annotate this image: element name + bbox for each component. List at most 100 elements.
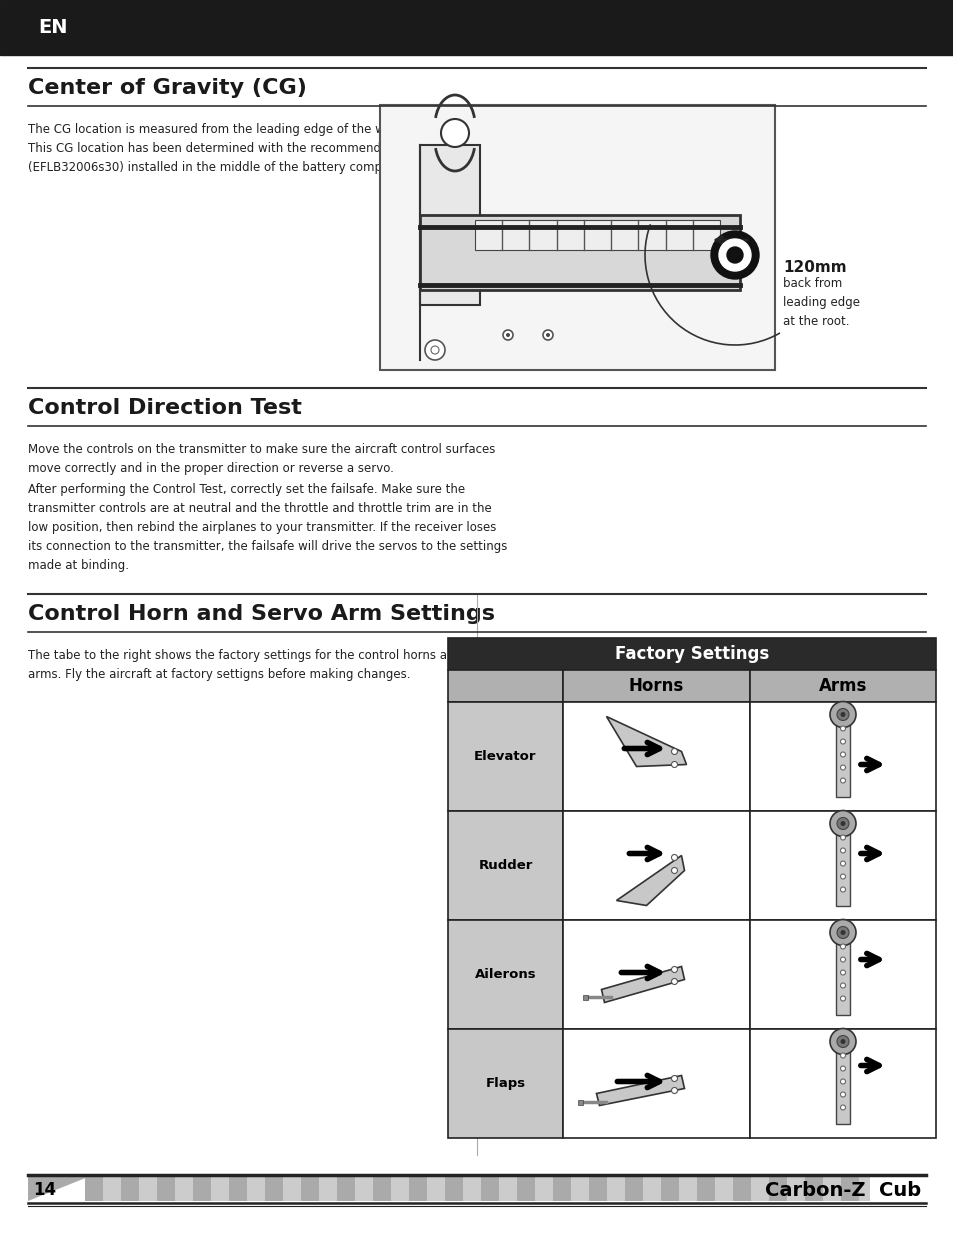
Circle shape bbox=[840, 1053, 844, 1058]
Circle shape bbox=[502, 330, 513, 340]
Bar bbox=[697, 1174, 714, 1200]
Bar bbox=[804, 1174, 822, 1200]
Circle shape bbox=[840, 835, 844, 840]
Bar bbox=[448, 920, 562, 1029]
Circle shape bbox=[840, 1079, 844, 1084]
Text: Center of Gravity (CG): Center of Gravity (CG) bbox=[28, 78, 307, 98]
Bar bbox=[750, 1174, 768, 1200]
Bar bbox=[749, 671, 935, 701]
Bar bbox=[318, 1174, 336, 1200]
Bar bbox=[462, 1174, 480, 1200]
Bar bbox=[265, 1174, 283, 1200]
Bar bbox=[749, 701, 935, 811]
Bar bbox=[624, 1174, 642, 1200]
Circle shape bbox=[431, 346, 438, 354]
Text: Horns: Horns bbox=[628, 677, 683, 695]
Bar bbox=[121, 1174, 139, 1200]
Text: 120mm: 120mm bbox=[782, 261, 845, 275]
Circle shape bbox=[671, 967, 677, 972]
Circle shape bbox=[840, 887, 844, 892]
Bar bbox=[448, 701, 562, 811]
Bar bbox=[448, 638, 935, 671]
Bar bbox=[139, 1174, 157, 1200]
Circle shape bbox=[829, 810, 855, 836]
Bar bbox=[562, 811, 749, 920]
Circle shape bbox=[840, 861, 844, 866]
Circle shape bbox=[840, 848, 844, 853]
Circle shape bbox=[840, 739, 844, 743]
Bar bbox=[562, 671, 749, 701]
Circle shape bbox=[440, 119, 469, 147]
Bar bbox=[749, 920, 935, 1029]
Text: Move the controls on the transmitter to make sure the aircraft control surfaces
: Move the controls on the transmitter to … bbox=[28, 443, 495, 475]
Bar bbox=[749, 811, 935, 920]
Circle shape bbox=[829, 1029, 855, 1055]
Bar bbox=[85, 1174, 103, 1200]
Bar bbox=[193, 1174, 211, 1200]
Bar bbox=[835, 1044, 849, 1124]
Circle shape bbox=[840, 983, 844, 988]
Bar bbox=[444, 1174, 462, 1200]
Circle shape bbox=[840, 1105, 844, 1110]
Bar bbox=[835, 935, 849, 1014]
Circle shape bbox=[840, 821, 844, 826]
Bar bbox=[174, 1174, 193, 1200]
Text: Control Direction Test: Control Direction Test bbox=[28, 398, 301, 417]
Bar bbox=[835, 825, 849, 905]
Bar bbox=[475, 220, 720, 249]
Bar bbox=[517, 1174, 535, 1200]
Bar bbox=[535, 1174, 553, 1200]
Bar bbox=[588, 1174, 606, 1200]
Bar bbox=[0, 0, 953, 56]
Bar bbox=[211, 1174, 229, 1200]
Text: back from
leading edge
at the root.: back from leading edge at the root. bbox=[782, 277, 859, 329]
Bar bbox=[562, 1029, 749, 1137]
Bar bbox=[562, 920, 749, 1029]
Bar bbox=[841, 1174, 858, 1200]
Text: The CG location is measured from the leading edge of the wing at the root.
This : The CG location is measured from the lea… bbox=[28, 124, 475, 174]
Circle shape bbox=[671, 762, 677, 767]
Bar bbox=[498, 1174, 517, 1200]
Bar bbox=[229, 1174, 247, 1200]
Bar bbox=[448, 1029, 562, 1137]
Bar bbox=[768, 1174, 786, 1200]
Bar bbox=[578, 1099, 583, 1104]
Bar bbox=[157, 1174, 174, 1200]
Bar bbox=[714, 1174, 732, 1200]
Circle shape bbox=[726, 247, 742, 263]
Text: Control Horn and Servo Arm Settings: Control Horn and Servo Arm Settings bbox=[28, 604, 495, 624]
Bar bbox=[571, 1174, 588, 1200]
Bar bbox=[562, 701, 749, 811]
Circle shape bbox=[671, 867, 677, 873]
Text: EN: EN bbox=[38, 19, 68, 37]
Circle shape bbox=[671, 978, 677, 984]
Polygon shape bbox=[606, 716, 686, 767]
Bar bbox=[391, 1174, 409, 1200]
Circle shape bbox=[840, 957, 844, 962]
Circle shape bbox=[671, 855, 677, 861]
Circle shape bbox=[840, 764, 844, 769]
Circle shape bbox=[671, 748, 677, 755]
Circle shape bbox=[424, 340, 444, 359]
Text: Arms: Arms bbox=[818, 677, 866, 695]
Bar bbox=[660, 1174, 679, 1200]
Circle shape bbox=[840, 995, 844, 1002]
Circle shape bbox=[671, 1088, 677, 1093]
Circle shape bbox=[840, 969, 844, 974]
Bar bbox=[419, 144, 479, 305]
Polygon shape bbox=[616, 856, 684, 905]
Text: The tabe to the right shows the factory settings for the control horns and servo: The tabe to the right shows the factory … bbox=[28, 650, 497, 680]
Text: Factory Settings: Factory Settings bbox=[615, 645, 768, 663]
Text: Ailerons: Ailerons bbox=[475, 968, 536, 981]
Circle shape bbox=[505, 333, 510, 337]
Circle shape bbox=[671, 1076, 677, 1082]
Polygon shape bbox=[596, 1076, 684, 1105]
Circle shape bbox=[840, 930, 844, 935]
Text: Carbon-Z  Cub: Carbon-Z Cub bbox=[764, 1181, 920, 1199]
Circle shape bbox=[719, 240, 750, 270]
Bar bbox=[373, 1174, 391, 1200]
Bar bbox=[419, 215, 740, 290]
Circle shape bbox=[840, 726, 844, 731]
Bar bbox=[355, 1174, 373, 1200]
Bar bbox=[553, 1174, 571, 1200]
